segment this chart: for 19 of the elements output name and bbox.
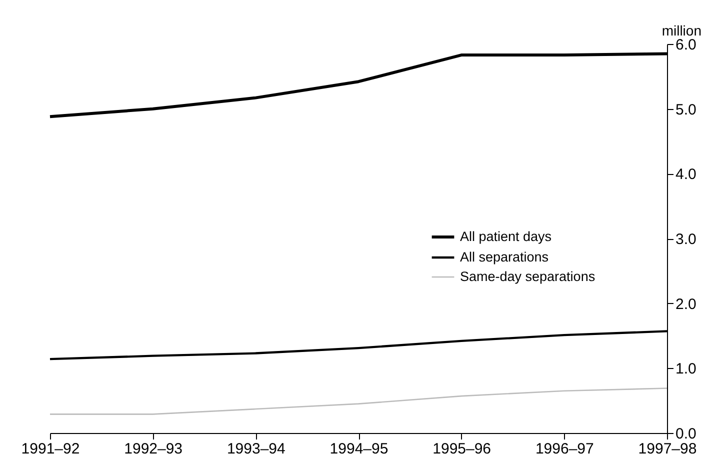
y-axis-title: million (662, 22, 702, 38)
legend-label: Same-day separations (460, 269, 596, 284)
y-tick-label: 0.0 (676, 426, 696, 442)
line-series (49, 388, 668, 415)
y-tick-label: 1.0 (676, 360, 696, 378)
x-tick-label: 1996–97 (535, 440, 594, 458)
y-tick-label: 5.0 (676, 101, 696, 118)
x-tick-label: 1993–94 (226, 440, 286, 458)
y-tick-label: 6.0 (676, 36, 696, 54)
legend-label: All separations (460, 250, 549, 264)
x-tick-label: 1997–98 (638, 440, 697, 458)
x-tick-label: 1995–96 (432, 440, 492, 458)
x-tick-label: 1994–95 (330, 440, 388, 458)
y-tick-label: 2.0 (676, 296, 696, 313)
x-tick-label: 1992–93 (124, 440, 183, 458)
y-tick-label: 3.0 (676, 231, 696, 248)
y-tick-label: 4.0 (676, 166, 696, 184)
legend-label: All patient days (460, 229, 552, 244)
x-tick-label: 1991–92 (21, 440, 80, 458)
